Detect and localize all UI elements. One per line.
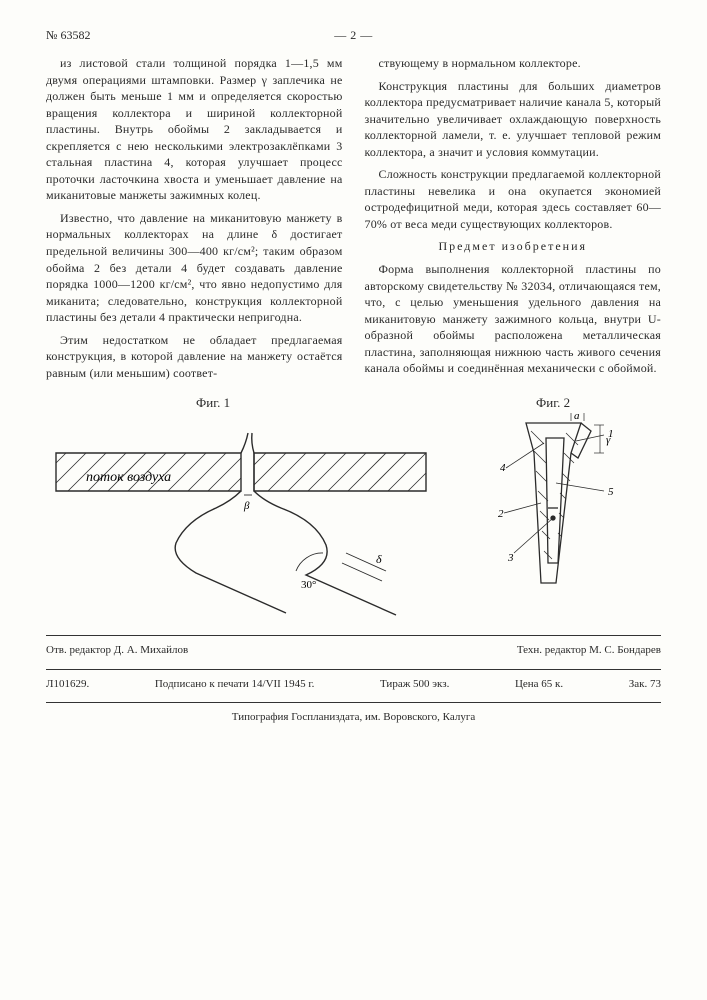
colophon: Отв. редактор Д. А. Михайлов Техн. редак…	[46, 642, 661, 726]
document-number: № 63582	[46, 28, 90, 43]
figure-1-label: Фиг. 1	[196, 395, 230, 411]
figures-block: Фиг. 1 Фиг. 2	[46, 395, 661, 625]
airflow-label: поток воздуха	[86, 470, 171, 485]
imprint-row: Л101629. Подписано к печати 14/VII 1945 …	[46, 676, 661, 693]
signed-to-print: Подписано к печати 14/VII 1945 г.	[155, 676, 315, 693]
right-column: ствующему в нормальном коллекторе. Конст…	[365, 55, 662, 387]
price: Цена 65 к.	[515, 676, 563, 693]
subject-heading: Предмет изобретения	[365, 238, 662, 255]
left-column: из листовой стали толщиной порядка 1—1,5…	[46, 55, 343, 387]
paragraph: из листовой стали толщиной порядка 1—1,5…	[46, 55, 343, 204]
angle-label: 30°	[301, 579, 316, 591]
figure-2-label: Фиг. 2	[536, 395, 570, 411]
text-columns: из листовой стали толщиной порядка 1—1,5…	[46, 55, 661, 387]
print-run: Тираж 500 экз.	[380, 676, 449, 693]
delta-label: δ	[376, 552, 382, 566]
typography-line: Типография Госпланиздата, им. Воровского…	[46, 709, 661, 726]
paragraph: Этим недостатком не обладает предлагаема…	[46, 332, 343, 382]
paragraph: ствующему в нормальном коллекторе.	[365, 55, 662, 72]
divider	[46, 702, 661, 703]
page: № 63582 — 2 — № 63582 из листовой стали …	[0, 0, 707, 1000]
page-number: — 2 —	[334, 28, 373, 43]
paragraph: Конструкция пластины для больших диаметр…	[365, 78, 662, 161]
paragraph: Известно, что давление на миканитовую ма…	[46, 210, 343, 326]
paragraph: Сложность конструкции предлагаемой колле…	[365, 166, 662, 232]
callout-4: 4	[500, 462, 506, 474]
callout-3: 3	[507, 552, 514, 564]
responsible-editor: Отв. редактор Д. А. Михайлов	[46, 642, 188, 659]
callout-5: 5	[608, 486, 614, 498]
order-no: Зак. 73	[629, 676, 661, 693]
figure-1-svg: поток воздуха 30° δ β	[46, 413, 436, 623]
callout-2: 2	[498, 508, 504, 520]
paragraph: Форма выполнения коллекторной пластины п…	[365, 261, 662, 377]
page-header: № 63582 — 2 — № 63582	[46, 28, 661, 43]
technical-editor: Техн. редактор М. С. Бондарев	[517, 642, 661, 659]
gamma-label: γ	[606, 434, 611, 446]
imprint-code: Л101629.	[46, 676, 89, 693]
beta-label: β	[243, 500, 250, 512]
a-label: a	[574, 413, 580, 422]
divider	[46, 669, 661, 670]
editors-row: Отв. редактор Д. А. Михайлов Техн. редак…	[46, 642, 661, 659]
divider	[46, 635, 661, 636]
figure-2-svg: 4 2 3 1 5 γ a	[486, 413, 636, 623]
